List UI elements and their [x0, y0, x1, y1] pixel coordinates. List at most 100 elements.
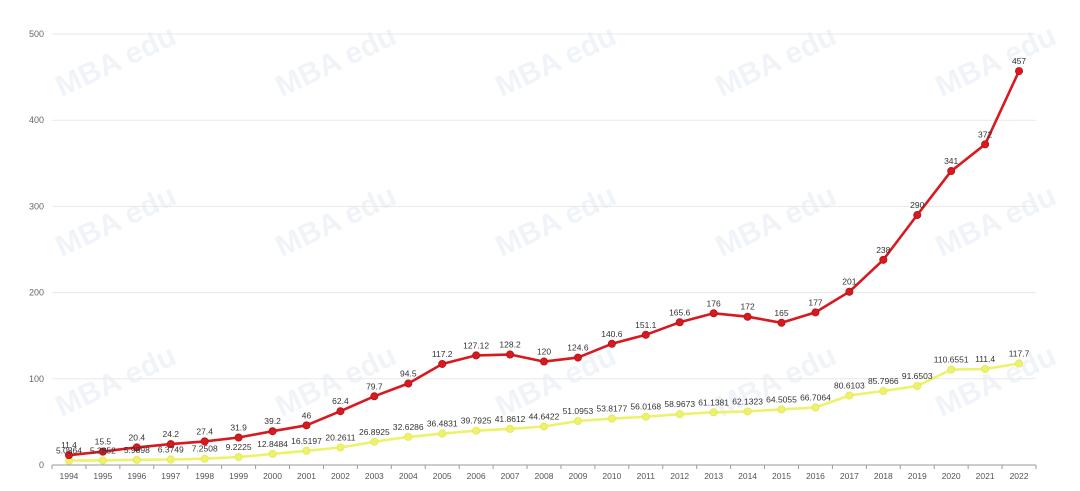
- x-tick-label-2005: 2005: [433, 471, 452, 481]
- series-1-label-1997: 6.3749: [158, 445, 184, 455]
- watermark-layer: MBA edu MBA edu MBA edu MBA edu MBA edu MBA e…: [51, 19, 1062, 423]
- series-0-label-2013: 176: [707, 298, 721, 308]
- x-tick-label-2002: 2002: [331, 471, 350, 481]
- series-0-point-2011: [641, 330, 650, 339]
- x-tick-label-2003: 2003: [365, 471, 384, 481]
- series-0-point-2003: [370, 392, 379, 401]
- series-0-point-2004: [404, 379, 413, 388]
- series-0-label-2011: 151.1: [635, 320, 657, 330]
- series-1-label-2003: 26.8925: [359, 427, 390, 437]
- series-1-label-2013: 61.1381: [698, 397, 729, 407]
- watermark-text-9: MBA edu: [931, 179, 1062, 263]
- x-tick-label-1997: 1997: [161, 471, 180, 481]
- series-1-label-2006: 39.7925: [461, 416, 492, 426]
- series-0-point-2013: [709, 309, 718, 318]
- series-0-label-2018: 238: [876, 245, 890, 255]
- series-1-point-2007: [506, 424, 515, 433]
- series-1-point-2019: [913, 381, 922, 390]
- y-tick-label-300: 300: [29, 201, 44, 211]
- series-0-label-1995: 15.5: [95, 437, 112, 447]
- series-0-label-2001: 46: [302, 410, 312, 420]
- series-1-label-2018: 85.7966: [868, 376, 899, 386]
- series-0-label-2015: 165: [774, 308, 788, 318]
- series-1-label-2010: 53.8177: [596, 404, 627, 414]
- series-1-label-2022: 117.7: [1009, 349, 1030, 359]
- series-0-point-2007: [506, 350, 515, 359]
- series-0-label-2012: 165.6: [669, 307, 691, 317]
- series-1-point-2000: [268, 449, 277, 458]
- series-0-point-2008: [540, 357, 549, 366]
- series-1-point-1995: [98, 456, 107, 465]
- series-0-point-2018: [879, 255, 888, 264]
- series-1-label-2011: 56.0168: [630, 402, 661, 412]
- series-1-point-2017: [845, 391, 854, 400]
- x-tick-label-2022: 2022: [1010, 471, 1029, 481]
- x-tick-label-1998: 1998: [195, 471, 214, 481]
- series-1-point-2015: [777, 405, 786, 414]
- x-tick-label-1996: 1996: [127, 471, 146, 481]
- series-0-label-2022: 457: [1012, 56, 1026, 66]
- y-tick-label-500: 500: [29, 29, 44, 39]
- watermark-text-0: MBA edu: [51, 19, 182, 103]
- series-0-point-1999: [234, 433, 243, 442]
- x-tick-label-2012: 2012: [670, 471, 689, 481]
- series-0-label-2005: 117.2: [432, 349, 453, 359]
- x-tick-label-2006: 2006: [467, 471, 486, 481]
- series-1-point-2002: [336, 443, 345, 452]
- y-tick-label-200: 200: [29, 288, 44, 298]
- x-tick-label-2013: 2013: [704, 471, 723, 481]
- series-0-point-2019: [913, 211, 922, 220]
- series-1-label-2021: 111.4: [975, 354, 995, 364]
- series-1-point-2004: [404, 432, 413, 441]
- x-tick-label-2011: 2011: [637, 471, 656, 481]
- series-0-label-1996: 20.4: [129, 432, 146, 442]
- x-tick-label-2016: 2016: [806, 471, 825, 481]
- series-1-point-2014: [743, 407, 752, 416]
- series-1-label-2007: 41.8612: [495, 414, 526, 424]
- series-0-label-2007: 128.2: [499, 339, 521, 349]
- series-0-point-2005: [438, 359, 447, 368]
- series-0-label-1999: 31.9: [230, 423, 247, 433]
- series-0-label-2004: 94.5: [400, 369, 417, 379]
- series-0-label-2010: 140.6: [601, 329, 623, 339]
- x-tick-label-2020: 2020: [942, 471, 961, 481]
- x-tick-label-2000: 2000: [263, 471, 282, 481]
- series-1-label-1998: 7.2508: [192, 444, 218, 454]
- watermark-text-1: MBA edu: [271, 19, 402, 103]
- series-0-point-2014: [743, 312, 752, 321]
- x-axis: 1994 1995 1996 1997 1998 1999 2000 2001 2002 2003…: [51, 464, 1037, 481]
- x-tick-label-2014: 2014: [738, 471, 757, 481]
- series-1-label-1994: 5.0864: [56, 446, 82, 456]
- series-0-point-2006: [472, 351, 481, 360]
- series-0-point-1998: [200, 437, 209, 446]
- series-1-label-2004: 32.6286: [393, 422, 424, 432]
- series-0-label-2002: 62.4: [332, 396, 349, 406]
- watermark-text-7: MBA edu: [491, 179, 622, 263]
- series-1-label-2009: 51.0953: [563, 406, 594, 416]
- series-0-label-2019: 290: [910, 200, 924, 210]
- series-0-point-2002: [336, 407, 345, 416]
- series-0-point-2010: [607, 339, 616, 348]
- watermark-text-6: MBA edu: [271, 179, 402, 263]
- series-1-point-1999: [234, 453, 243, 462]
- x-tick-label-2007: 2007: [501, 471, 520, 481]
- series-0-point-2022: [1015, 67, 1024, 76]
- watermark-text-2: MBA edu: [491, 19, 622, 103]
- series-1-point-2020: [947, 365, 956, 374]
- series-0-point-2012: [675, 318, 684, 327]
- series-1-label-1995: 5.2852: [90, 445, 116, 455]
- x-tick-label-1995: 1995: [93, 471, 112, 481]
- series-1-point-2016: [811, 403, 820, 412]
- series-1-label-2012: 58.9673: [664, 399, 695, 409]
- series-1-label-2016: 66.7064: [800, 392, 831, 402]
- series-1-point-2006: [472, 426, 481, 435]
- series-0-label-2006: 127.12: [463, 340, 489, 350]
- x-tick-label-2015: 2015: [772, 471, 791, 481]
- series-1-label-2000: 12.8484: [257, 439, 288, 449]
- series-1-label-2005: 36.4831: [427, 419, 458, 429]
- series-0-point-2001: [302, 421, 311, 430]
- series-0-point-2016: [811, 308, 820, 317]
- series-1-label-2008: 44.6422: [529, 412, 560, 422]
- grid-lines: [52, 33, 1036, 380]
